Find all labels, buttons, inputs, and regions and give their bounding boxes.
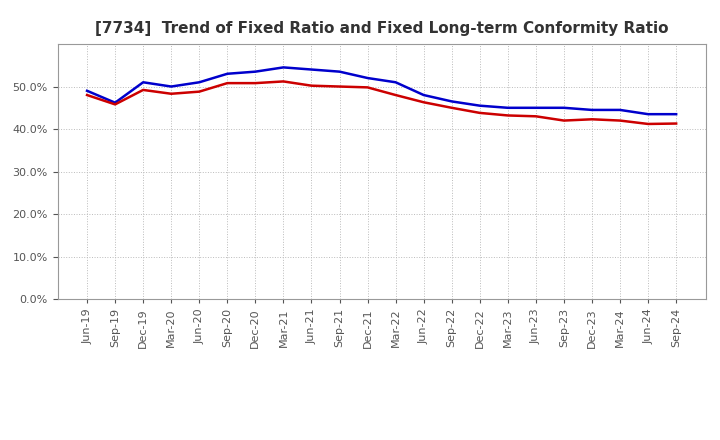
Fixed Long-term Conformity Ratio [588,117,596,122]
Fixed Long-term Conformity Ratio [419,99,428,105]
Fixed Ratio [195,80,204,85]
Fixed Ratio [419,92,428,98]
Fixed Ratio [307,67,316,72]
Fixed Ratio [616,107,624,113]
Fixed Long-term Conformity Ratio [672,121,680,126]
Fixed Ratio [503,105,512,110]
Fixed Ratio [644,111,652,117]
Fixed Ratio [251,69,260,74]
Fixed Long-term Conformity Ratio [531,114,540,119]
Line: Fixed Long-term Conformity Ratio: Fixed Long-term Conformity Ratio [87,81,676,124]
Fixed Ratio [139,80,148,85]
Fixed Long-term Conformity Ratio [279,79,288,84]
Fixed Ratio [83,88,91,93]
Fixed Long-term Conformity Ratio [503,113,512,118]
Fixed Ratio [167,84,176,89]
Fixed Ratio [447,99,456,104]
Fixed Long-term Conformity Ratio [364,85,372,90]
Fixed Ratio [223,71,232,77]
Fixed Ratio [279,65,288,70]
Fixed Long-term Conformity Ratio [336,84,344,89]
Fixed Long-term Conformity Ratio [223,81,232,86]
Fixed Ratio [336,69,344,74]
Fixed Ratio [475,103,484,108]
Fixed Long-term Conformity Ratio [111,102,120,107]
Fixed Ratio [364,75,372,81]
Fixed Ratio [531,105,540,110]
Fixed Long-term Conformity Ratio [447,105,456,110]
Fixed Ratio [111,100,120,105]
Fixed Long-term Conformity Ratio [167,91,176,96]
Title: [7734]  Trend of Fixed Ratio and Fixed Long-term Conformity Ratio: [7734] Trend of Fixed Ratio and Fixed Lo… [95,21,668,36]
Fixed Ratio [588,107,596,113]
Fixed Long-term Conformity Ratio [616,118,624,123]
Fixed Ratio [672,111,680,117]
Fixed Ratio [559,105,568,110]
Fixed Long-term Conformity Ratio [391,92,400,98]
Fixed Long-term Conformity Ratio [83,92,91,98]
Fixed Ratio [391,80,400,85]
Fixed Long-term Conformity Ratio [559,118,568,123]
Fixed Long-term Conformity Ratio [251,81,260,86]
Line: Fixed Ratio: Fixed Ratio [87,67,676,114]
Fixed Long-term Conformity Ratio [139,87,148,92]
Fixed Long-term Conformity Ratio [307,83,316,88]
Fixed Long-term Conformity Ratio [195,89,204,94]
Fixed Long-term Conformity Ratio [475,110,484,116]
Fixed Long-term Conformity Ratio [644,121,652,127]
